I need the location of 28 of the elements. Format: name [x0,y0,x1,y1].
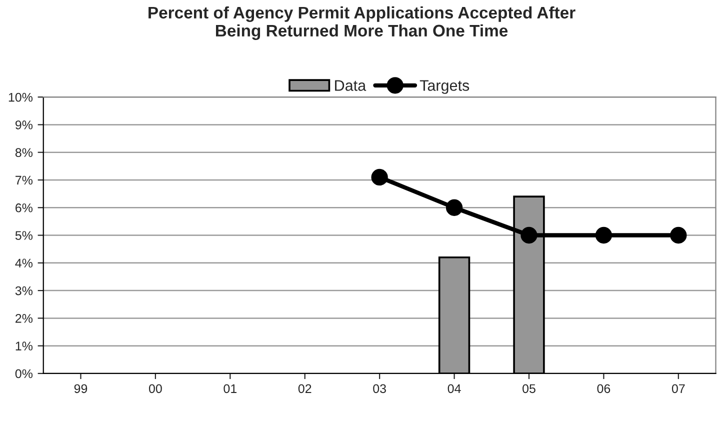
legend-label: Targets [420,80,470,94]
chart-title: Percent of Agency Permit Applications Accepted After Being Returned More Than One Time [148,6,576,40]
y-tick-label: 10% [8,92,33,102]
point [371,168,388,186]
y-tick-label: 0% [15,369,33,378]
x-tick-label: 05 [522,384,536,394]
y-tick-label: 5% [15,231,33,240]
y-tick-label: 7% [16,176,33,185]
point [670,226,687,244]
y-tick-label: 6% [16,203,33,212]
x-tick-label: 99 [74,384,88,394]
x-tick-label: 03 [373,384,386,394]
y-tick-label: 9% [15,120,33,130]
x-tick-label: 02 [298,384,312,394]
y-tick-label: 8% [15,148,33,157]
x-tick-label: 07 [672,384,685,394]
y-tick-label: 4% [15,258,33,268]
point [520,226,538,244]
y-tick-label: 3% [15,286,33,296]
x-tick-label: 06 [597,384,610,394]
point [446,199,463,216]
y-tick-label: 1% [16,342,33,350]
x-tick-label: 00 [148,384,162,394]
legend-label: Data [335,80,366,91]
x-tick-label: 01 [224,384,236,394]
point [595,226,612,244]
y-tick-label: 2% [16,314,33,323]
x-tick-label: 04 [448,384,461,394]
